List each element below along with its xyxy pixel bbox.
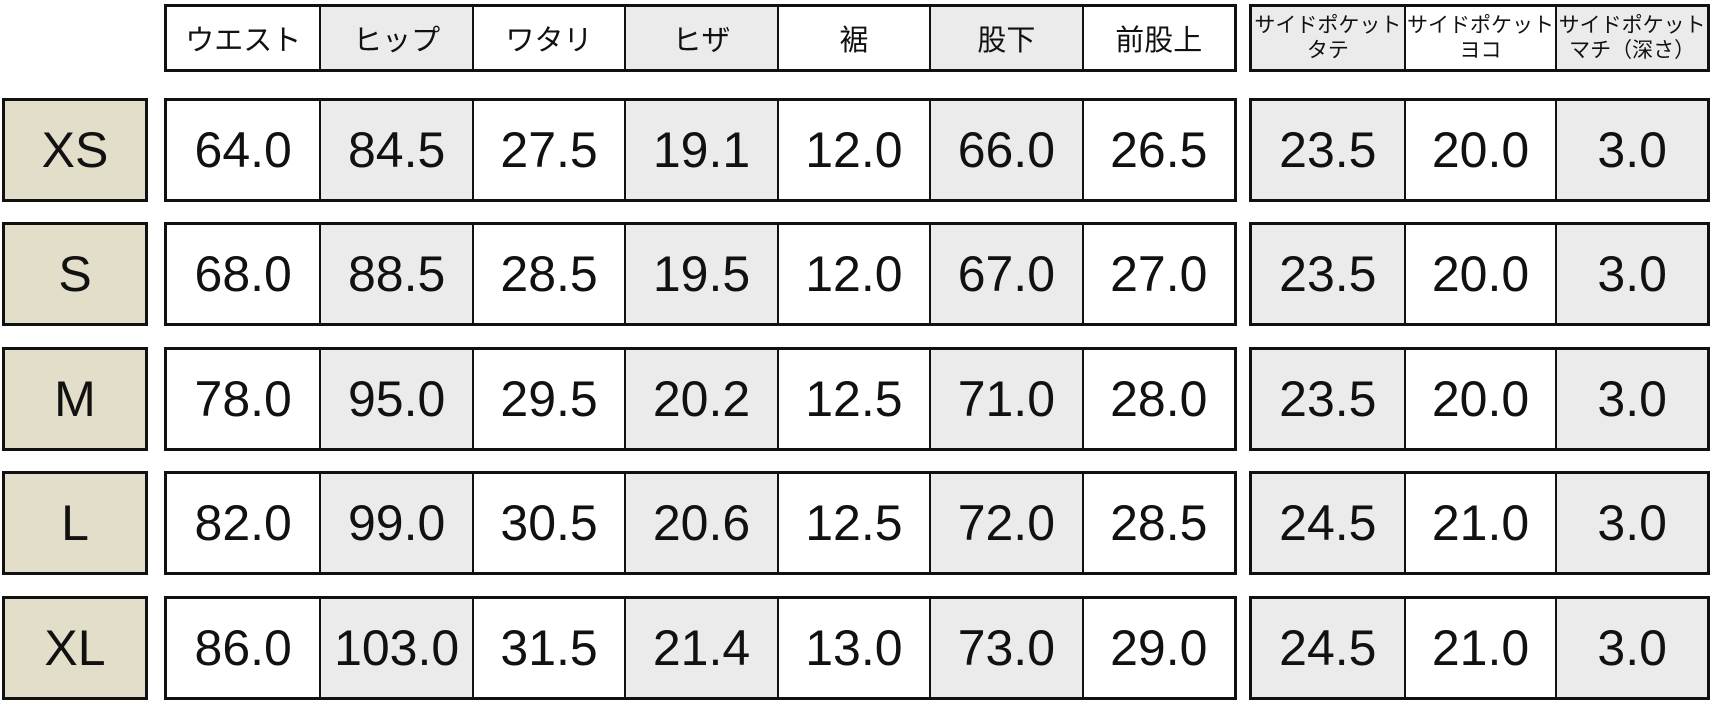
table-cell: 23.5	[1252, 225, 1404, 323]
table-cell: 73.0	[929, 599, 1082, 697]
table-cell: 3.0	[1555, 474, 1707, 572]
pocket-header-row: サイドポケット タテ サイドポケット ヨコ サイドポケット マチ（深さ）	[1249, 4, 1710, 72]
table-cell: 68.0	[194, 246, 292, 302]
table-cell: 13.0	[776, 599, 929, 697]
table-cell: 19.1	[624, 101, 777, 199]
table-cell: 20.2	[624, 350, 777, 448]
table-cell: 23.5	[1252, 101, 1404, 199]
header-cell-side-pocket-horizontal: サイドポケット ヨコ	[1403, 7, 1556, 69]
table-row-m-main: 78.0 95.0 29.5 20.2 12.5 71.0 28.0	[164, 347, 1237, 451]
table-cell: 66.0	[929, 101, 1082, 199]
table-cell: 103.0	[319, 599, 472, 697]
table-cell: 3.0	[1555, 599, 1707, 697]
table-cell: 27.0	[1081, 225, 1234, 323]
table-cell: 28.0	[1081, 350, 1234, 448]
table-cell: 71.0	[929, 350, 1082, 448]
header-cell-side-pocket-depth: サイドポケット マチ（深さ）	[1555, 7, 1707, 69]
main-header-row: ウエスト ヒップ ワタリ ヒザ 裾 股下 前股上	[164, 4, 1237, 72]
table-cell: 95.0	[319, 350, 472, 448]
table-row-m-pocket: 23.5 20.0 3.0	[1249, 347, 1710, 451]
table-cell: 24.5	[1252, 599, 1404, 697]
header-cell-hem: 裾	[776, 7, 929, 69]
table-cell: 86.0	[194, 620, 292, 676]
table-cell: 67.0	[929, 225, 1082, 323]
table-cell: 3.0	[1555, 225, 1707, 323]
table-cell: 24.5	[1252, 474, 1404, 572]
table-cell: 20.0	[1403, 225, 1556, 323]
header-cell-hip: ヒップ	[319, 7, 472, 69]
table-cell: 3.0	[1555, 350, 1707, 448]
table-cell: 21.0	[1403, 599, 1556, 697]
table-cell: 23.5	[1252, 350, 1404, 448]
size-label-m: M	[2, 347, 148, 451]
table-cell: 3.0	[1555, 101, 1707, 199]
table-row-xs-main: 64.0 84.5 27.5 19.1 12.0 66.0 26.5	[164, 98, 1237, 202]
table-row-s-pocket: 23.5 20.0 3.0	[1249, 222, 1710, 326]
table-cell: 20.6	[624, 474, 777, 572]
table-cell: 21.4	[624, 599, 777, 697]
table-cell: 12.0	[776, 225, 929, 323]
header-cell-waist: ウエスト	[185, 25, 302, 57]
table-cell: 84.5	[319, 101, 472, 199]
table-cell: 12.0	[776, 101, 929, 199]
table-cell: 12.5	[776, 350, 929, 448]
table-cell: 30.5	[471, 474, 624, 572]
table-cell: 72.0	[929, 474, 1082, 572]
table-cell: 29.5	[471, 350, 624, 448]
table-cell: 78.0	[194, 371, 292, 427]
header-cell-side-pocket-vertical: サイドポケット タテ	[1252, 7, 1404, 69]
table-cell: 99.0	[319, 474, 472, 572]
table-cell: 27.5	[471, 101, 624, 199]
header-cell-inseam: 股下	[929, 7, 1082, 69]
size-label-xl: XL	[2, 596, 148, 700]
table-row-xl-pocket: 24.5 21.0 3.0	[1249, 596, 1710, 700]
table-cell: 28.5	[1081, 474, 1234, 572]
table-cell: 88.5	[319, 225, 472, 323]
header-cell-thigh: ワタリ	[471, 7, 624, 69]
table-row-xs-pocket: 23.5 20.0 3.0	[1249, 98, 1710, 202]
table-row-l-main: 82.0 99.0 30.5 20.6 12.5 72.0 28.5	[164, 471, 1237, 575]
table-cell: 21.0	[1403, 474, 1556, 572]
table-row-xl-main: 86.0 103.0 31.5 21.4 13.0 73.0 29.0	[164, 596, 1237, 700]
table-cell: 12.5	[776, 474, 929, 572]
table-cell: 29.0	[1081, 599, 1234, 697]
table-cell: 20.0	[1403, 350, 1556, 448]
size-label-l: L	[2, 471, 148, 575]
size-label-s: S	[2, 222, 148, 326]
table-row-l-pocket: 24.5 21.0 3.0	[1249, 471, 1710, 575]
header-cell-knee: ヒザ	[624, 7, 777, 69]
size-label-xs: XS	[2, 98, 148, 202]
table-cell: 20.0	[1403, 101, 1556, 199]
table-cell: 64.0	[194, 122, 292, 178]
table-cell: 19.5	[624, 225, 777, 323]
table-row-s-main: 68.0 88.5 28.5 19.5 12.0 67.0 27.0	[164, 222, 1237, 326]
table-cell: 26.5	[1081, 101, 1234, 199]
table-cell: 31.5	[471, 599, 624, 697]
header-cell-front-rise: 前股上	[1081, 7, 1234, 69]
table-cell: 82.0	[194, 495, 292, 551]
table-cell: 28.5	[471, 225, 624, 323]
